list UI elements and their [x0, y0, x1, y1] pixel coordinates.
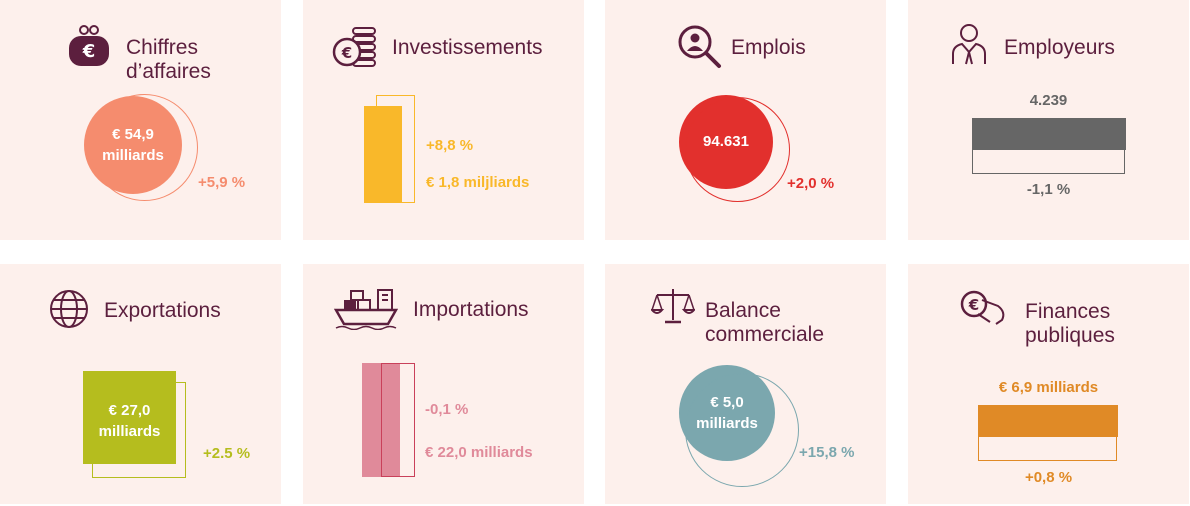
- card-title: Employeurs: [1004, 36, 1115, 59]
- card-title: Finances publiques: [1025, 300, 1115, 347]
- card-employeurs: Employeurs 4.239 -1,1 %: [908, 0, 1189, 240]
- card-title: Balance commerciale: [705, 299, 825, 346]
- card-title: Importations: [413, 298, 529, 321]
- value-label: 94.631: [703, 133, 749, 150]
- magnifier-person-icon: [678, 25, 721, 68]
- compare-square-outline: [92, 382, 186, 478]
- change-label: +0,8 %: [1024, 469, 1073, 486]
- businessman-icon: [952, 24, 986, 65]
- card-exportations: Exportations € 27,0 milliards +2.5 %: [0, 264, 281, 504]
- card-investissements: € Investissements +8,8 % € 1,8 miljliard…: [303, 0, 584, 240]
- change-label: +2,0 %: [787, 175, 835, 192]
- svg-text:€: €: [341, 44, 352, 62]
- change-label: -0,1 %: [425, 401, 469, 418]
- compare-circle-outline: [685, 97, 790, 202]
- card-balance-commerciale: Balance commerciale € 5,0 milliards +15,…: [605, 264, 886, 504]
- change-label: +8,8 %: [426, 137, 474, 154]
- scale-icon: [651, 289, 695, 324]
- wallet-euro-icon: €: [69, 25, 109, 66]
- card-title: Investissements: [392, 36, 543, 59]
- globe-icon: [50, 290, 88, 328]
- value-label: € 6,9 milliards: [998, 379, 1099, 396]
- cargo-ship-icon: [334, 289, 398, 330]
- value-square: [83, 371, 176, 464]
- card-importations: Importations -0,1 % € 22,0 milliards: [303, 264, 584, 504]
- compare-bar-outline: [376, 95, 415, 203]
- value-label: € 1,8 miljliards: [426, 174, 530, 191]
- compare-circle-outline: [685, 373, 799, 487]
- card-finances-publiques: € Finances publiques € 6,9 milliards +0,…: [908, 264, 1189, 504]
- card-chiffres-affaires: € Chiffres d’affaires € 54,9 milliards +…: [0, 0, 281, 240]
- card-title: Exportations: [104, 299, 221, 322]
- svg-text:€: €: [82, 41, 96, 62]
- value-bar: [972, 118, 1126, 150]
- card-emplois: Emplois 94.631 +2,0 %: [605, 0, 886, 240]
- compare-bar-outline: [972, 140, 1125, 174]
- change-label: +2.5 %: [203, 445, 251, 462]
- change-label: +15,8 %: [799, 444, 855, 461]
- value-label: € 27,0 milliards: [98, 402, 161, 440]
- svg-text:€: €: [968, 296, 979, 314]
- hand-euro-icon: €: [960, 290, 1005, 325]
- card-title: Chiffres d’affaires: [126, 36, 211, 83]
- value-bar: [364, 106, 402, 203]
- value-label: € 54,9 milliards: [102, 126, 164, 164]
- card-title: Emplois: [731, 36, 806, 59]
- value-label: € 5,0 milliards: [696, 394, 758, 432]
- change-label: -1,1 %: [1026, 181, 1071, 198]
- compare-circle-outline: [91, 94, 198, 201]
- value-label: € 22,0 milliards: [425, 444, 533, 461]
- compare-bar-outline: [381, 363, 415, 477]
- coins-euro-icon: €: [332, 27, 376, 67]
- compare-bar-outline: [978, 427, 1117, 461]
- change-label: +5,9 %: [198, 174, 246, 191]
- value-bar: [978, 405, 1118, 437]
- value-label: 4.239: [1029, 92, 1068, 109]
